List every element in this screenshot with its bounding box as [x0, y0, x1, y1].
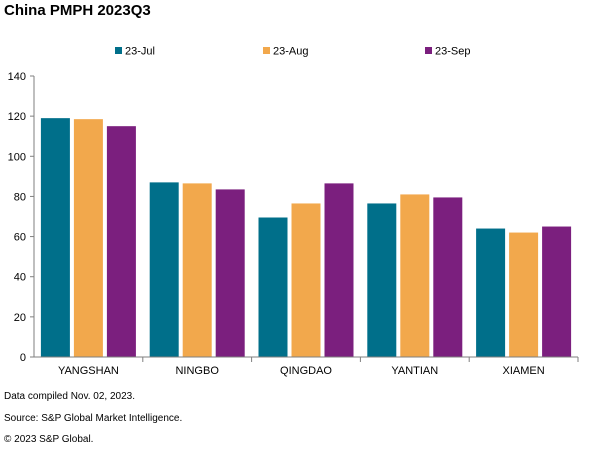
y-tick-label: 140: [8, 71, 26, 83]
y-tick-label: 40: [14, 272, 26, 284]
y-tick-label: 20: [14, 312, 26, 324]
legend-label: 23-Aug: [273, 46, 308, 58]
x-axis: YANGSHAN NINGBO QINGDAO YANTIAN XIAMEN: [34, 356, 579, 377]
legend-swatch-23-sep: [425, 47, 432, 54]
bar-xiamen-23-sep: [542, 226, 572, 357]
bar-qingdao-23-aug: [291, 203, 321, 357]
bar-qingdao-23-jul: [258, 217, 288, 357]
bar-xiamen-23-jul: [476, 228, 506, 357]
y-tick-label: 60: [14, 232, 26, 244]
bar-qingdao-23-sep: [324, 183, 354, 357]
chart-title: China PMPH 2023Q3: [4, 2, 151, 19]
bar-yantian-23-jul: [367, 203, 397, 357]
y-tick-label: 100: [8, 151, 26, 163]
bars: [40, 118, 572, 358]
y-tick-label: 0: [20, 352, 26, 364]
bar-yangshan-23-jul: [40, 118, 70, 358]
legend: 23-Jul 23-Aug 23-Sep: [115, 46, 470, 58]
bar-yantian-23-aug: [400, 194, 430, 357]
x-tick-label: XIAMEN: [503, 365, 545, 377]
y-axis: 0 20 40 60 80 100 120 140: [8, 71, 35, 364]
bar-chart: 23-Jul 23-Aug 23-Sep 0 20 40 60 80 100 120 140 YA…: [8, 46, 579, 377]
bar-xiamen-23-aug: [509, 232, 539, 357]
x-tick-label: YANGSHAN: [58, 365, 119, 377]
x-tick-label: YANTIAN: [391, 365, 438, 377]
legend-label: 23-Sep: [435, 46, 470, 58]
compiled-note: Data compiled Nov. 02, 2023.: [4, 391, 136, 402]
x-tick-label: NINGBO: [175, 365, 219, 377]
x-tick-label: QINGDAO: [280, 365, 332, 377]
copyright-note: © 2023 S&P Global.: [4, 434, 94, 445]
legend-swatch-23-aug: [263, 47, 270, 54]
bar-yangshan-23-sep: [106, 126, 136, 357]
bar-ningbo-23-sep: [215, 189, 245, 357]
bar-ningbo-23-jul: [149, 182, 179, 357]
y-tick-label: 80: [14, 191, 26, 203]
legend-swatch-23-jul: [115, 47, 122, 54]
bar-yangshan-23-aug: [73, 119, 103, 358]
bar-ningbo-23-aug: [182, 183, 212, 357]
legend-label: 23-Jul: [125, 46, 155, 58]
bar-yantian-23-sep: [433, 197, 463, 357]
source-note: Source: S&P Global Market Intelligence.: [4, 413, 183, 424]
y-tick-label: 120: [8, 111, 26, 123]
